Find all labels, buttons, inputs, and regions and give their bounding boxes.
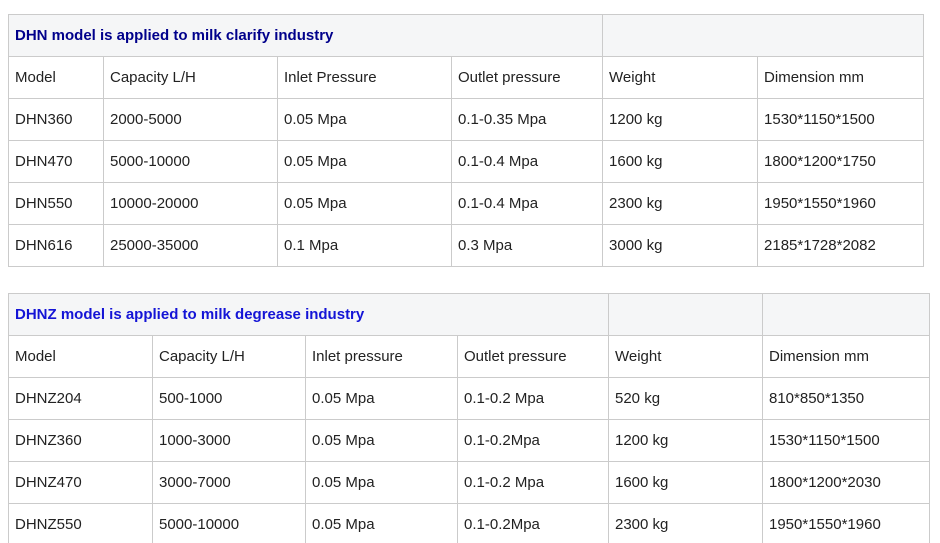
model-header: Model [8, 56, 104, 99]
model-cell: DHN550 [8, 182, 104, 225]
outlet-pressure-cell: 0.3 Mpa [450, 224, 604, 267]
outlet-pressure-cell: 0.1-0.4 Mpa [450, 140, 604, 183]
weight-cell: 1200 kg [602, 98, 759, 141]
dhnz-table-title: DHNZ model is applied to milk degrease i… [15, 305, 365, 323]
dimension-cell: 1530*1150*1500 [762, 419, 930, 462]
table-row: DHN550 10000-20000 0.05 Mpa 0.1-0.4 Mpa … [8, 182, 925, 225]
table-row: DHN616 25000-35000 0.1 Mpa 0.3 Mpa 3000 … [8, 224, 925, 267]
dhn-header-row: Model Capacity L/H Inlet Pressure Outlet… [8, 56, 925, 99]
inlet-pressure-cell: 0.1 Mpa [277, 224, 452, 267]
dhn-title-cell: DHN model is applied to milk clarify ind… [7, 14, 604, 57]
dimension-cell: 2185*1728*2082 [757, 224, 925, 267]
table-row: DHNZ550 5000-10000 0.05 Mpa 0.1-0.2Mpa 2… [8, 503, 930, 543]
inlet-pressure-cell: 0.05 Mpa [305, 377, 458, 420]
dimension-cell: 1800*1200*1750 [757, 140, 925, 183]
outlet-pressure-cell: 0.1-0.2 Mpa [457, 461, 609, 504]
dhnz-title-spacer-cell [608, 293, 763, 336]
capacity-cell: 5000-10000 [152, 503, 306, 543]
capacity-cell: 25000-35000 [103, 224, 278, 267]
dimension-header: Dimension mm [757, 56, 925, 99]
capacity-cell: 3000-7000 [152, 461, 306, 504]
dhnz-header-row: Model Capacity L/H Inlet pressure Outlet… [8, 335, 930, 378]
inlet-pressure-cell: 0.05 Mpa [305, 419, 458, 462]
weight-cell: 1200 kg [608, 419, 763, 462]
outlet-pressure-cell: 0.1-0.2Mpa [457, 419, 609, 462]
inlet-pressure-cell: 0.05 Mpa [305, 503, 458, 543]
capacity-header: Capacity L/H [152, 335, 306, 378]
dimension-header: Dimension mm [762, 335, 930, 378]
dimension-cell: 810*850*1350 [762, 377, 930, 420]
model-cell: DHN360 [8, 98, 104, 141]
table-row: DHNZ204 500-1000 0.05 Mpa 0.1-0.2 Mpa 52… [8, 377, 930, 420]
model-cell: DHNZ360 [8, 419, 153, 462]
table-row: DHNZ360 1000-3000 0.05 Mpa 0.1-0.2Mpa 12… [8, 419, 930, 462]
table-row: DHNZ470 3000-7000 0.05 Mpa 0.1-0.2 Mpa 1… [8, 461, 930, 504]
dimension-cell: 1950*1550*1960 [762, 503, 930, 543]
inlet-pressure-cell: 0.05 Mpa [277, 98, 452, 141]
capacity-cell: 1000-3000 [152, 419, 306, 462]
model-cell: DHNZ470 [8, 461, 153, 504]
table-row: DHN360 2000-5000 0.05 Mpa 0.1-0.35 Mpa 1… [8, 98, 925, 141]
model-cell: DHN470 [8, 140, 104, 183]
model-cell: DHNZ204 [8, 377, 153, 420]
model-header: Model [8, 335, 153, 378]
inlet-pressure-cell: 0.05 Mpa [305, 461, 458, 504]
capacity-cell: 2000-5000 [103, 98, 278, 141]
weight-cell: 520 kg [608, 377, 763, 420]
table-row: DHN470 5000-10000 0.05 Mpa 0.1-0.4 Mpa 1… [8, 140, 925, 183]
dhn-table-title: DHN model is applied to milk clarify ind… [15, 26, 334, 44]
dimension-cell: 1950*1550*1960 [757, 182, 925, 225]
capacity-header: Capacity L/H [103, 56, 278, 99]
capacity-cell: 5000-10000 [103, 140, 278, 183]
model-cell: DHNZ550 [8, 503, 153, 543]
weight-cell: 1600 kg [608, 461, 763, 504]
outlet-pressure-cell: 0.1-0.2Mpa [457, 503, 609, 543]
weight-cell: 1600 kg [602, 140, 759, 183]
model-cell: DHN616 [8, 224, 104, 267]
dhnz-title-spacer-cell [762, 293, 930, 336]
inlet-pressure-cell: 0.05 Mpa [277, 182, 452, 225]
capacity-cell: 500-1000 [152, 377, 306, 420]
inlet-pressure-header: Inlet pressure [305, 335, 458, 378]
capacity-cell: 10000-20000 [103, 182, 278, 225]
weight-header: Weight [602, 56, 759, 99]
weight-cell: 3000 kg [602, 224, 759, 267]
weight-header: Weight [608, 335, 763, 378]
dhnz-title-cell: DHNZ model is applied to milk degrease i… [8, 293, 609, 336]
dhn-title-spacer-cell [602, 14, 925, 57]
dhn-title-row: DHN model is applied to milk clarify ind… [7, 14, 925, 57]
inlet-pressure-header: Inlet Pressure [277, 56, 452, 99]
weight-cell: 2300 kg [602, 182, 759, 225]
dhn-spec-table: DHN model is applied to milk clarify ind… [7, 14, 925, 267]
outlet-pressure-header: Outlet pressure [457, 335, 609, 378]
inlet-pressure-cell: 0.05 Mpa [277, 140, 452, 183]
dimension-cell: 1800*1200*2030 [762, 461, 930, 504]
outlet-pressure-cell: 0.1-0.4 Mpa [450, 182, 604, 225]
outlet-pressure-header: Outlet pressure [450, 56, 604, 99]
outlet-pressure-cell: 0.1-0.35 Mpa [450, 98, 604, 141]
outlet-pressure-cell: 0.1-0.2 Mpa [457, 377, 609, 420]
dhnz-title-row: DHNZ model is applied to milk degrease i… [8, 293, 930, 336]
weight-cell: 2300 kg [608, 503, 763, 543]
dhnz-spec-table: DHNZ model is applied to milk degrease i… [8, 293, 930, 543]
dimension-cell: 1530*1150*1500 [757, 98, 925, 141]
